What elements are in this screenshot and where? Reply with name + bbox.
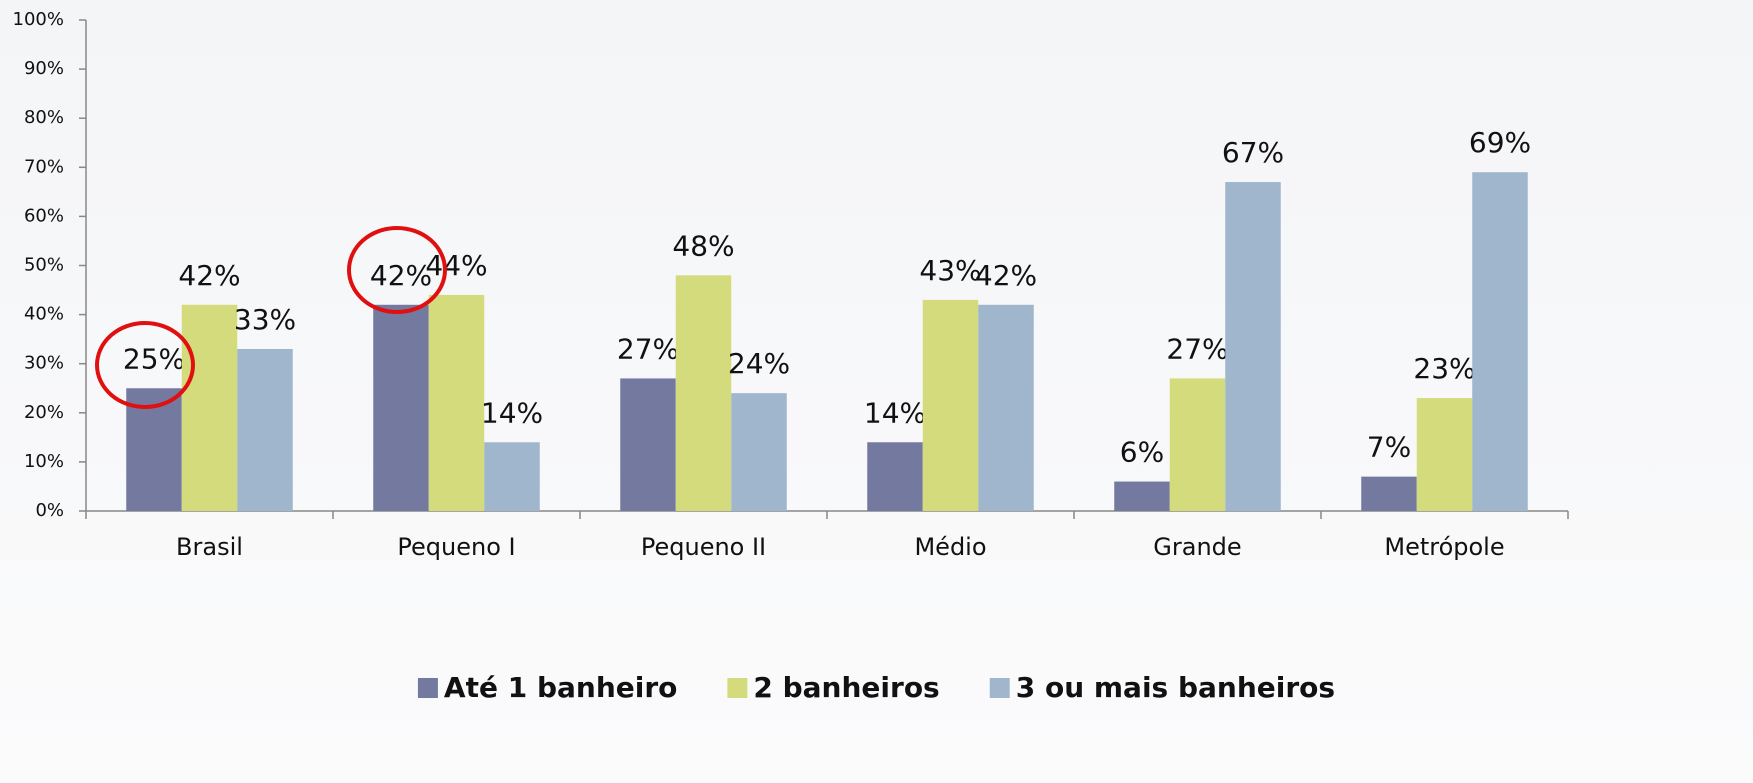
x-tick-label: Pequeno I bbox=[397, 533, 515, 561]
data-label: 42% bbox=[178, 259, 240, 292]
highlight-circle bbox=[95, 321, 195, 409]
y-tick-label: 30% bbox=[24, 353, 64, 374]
data-label: 43% bbox=[919, 254, 981, 287]
y-tick-label: 100% bbox=[13, 9, 64, 30]
y-tick-label: 60% bbox=[24, 205, 64, 226]
bar bbox=[181, 304, 238, 511]
bar bbox=[126, 388, 182, 511]
bar bbox=[428, 294, 485, 511]
data-label: 69% bbox=[1469, 126, 1531, 159]
bar bbox=[1114, 481, 1170, 511]
bar bbox=[237, 348, 293, 511]
data-label: 42% bbox=[370, 259, 432, 292]
data-label: 23% bbox=[1413, 352, 1475, 385]
x-tick-label: Grande bbox=[1153, 533, 1241, 561]
y-tick-label: 20% bbox=[24, 402, 64, 423]
data-label: 67% bbox=[1222, 136, 1284, 169]
bar bbox=[867, 442, 923, 511]
data-label: 27% bbox=[1166, 332, 1228, 365]
data-label: 44% bbox=[425, 249, 487, 282]
bar bbox=[1169, 378, 1226, 511]
y-tick-label: 90% bbox=[24, 58, 64, 79]
y-tick-label: 70% bbox=[24, 156, 64, 177]
legend-label: 3 ou mais banheiros bbox=[1016, 671, 1335, 704]
data-label: 42% bbox=[975, 259, 1037, 292]
legend-swatch bbox=[727, 678, 748, 698]
data-label: 27% bbox=[617, 332, 679, 365]
bar bbox=[1472, 172, 1528, 511]
bar bbox=[484, 442, 540, 511]
y-tick-label: 40% bbox=[24, 304, 64, 325]
data-label: 24% bbox=[728, 347, 790, 380]
highlight-circle bbox=[347, 226, 447, 314]
data-label: 6% bbox=[1120, 436, 1164, 469]
data-label: 14% bbox=[864, 396, 926, 429]
bar bbox=[620, 378, 676, 511]
bar bbox=[978, 304, 1034, 511]
data-label: 7% bbox=[1367, 431, 1411, 464]
data-label: 14% bbox=[481, 396, 543, 429]
bar bbox=[922, 299, 979, 511]
x-tick-label: Metrópole bbox=[1384, 533, 1504, 561]
bar bbox=[1225, 182, 1281, 511]
bar bbox=[1361, 476, 1417, 511]
legend-swatch bbox=[417, 678, 438, 698]
legend-swatch bbox=[989, 678, 1010, 698]
bar bbox=[373, 304, 429, 511]
legend-label: 2 banheiros bbox=[753, 671, 939, 704]
y-tick-label: 50% bbox=[24, 255, 64, 276]
legend-label: Até 1 banheiro bbox=[444, 671, 677, 704]
data-label: 48% bbox=[672, 229, 734, 262]
bar bbox=[1416, 398, 1473, 511]
data-label: 25% bbox=[123, 342, 185, 375]
x-tick-label: Médio bbox=[914, 533, 986, 561]
plot: 0% 10% 20% 30% 40% 50% 60% 70% 80% 90% 100% Brasil 2… bbox=[13, 9, 1569, 704]
bar bbox=[731, 393, 787, 511]
y-tick-label: 10% bbox=[24, 451, 64, 472]
y-tick-label: 80% bbox=[24, 107, 64, 128]
data-label: 33% bbox=[234, 303, 296, 336]
x-tick-label: Brasil bbox=[176, 533, 243, 561]
bar bbox=[675, 275, 732, 511]
x-tick-label: Pequeno II bbox=[641, 533, 766, 561]
y-tick-label: 0% bbox=[35, 500, 64, 521]
